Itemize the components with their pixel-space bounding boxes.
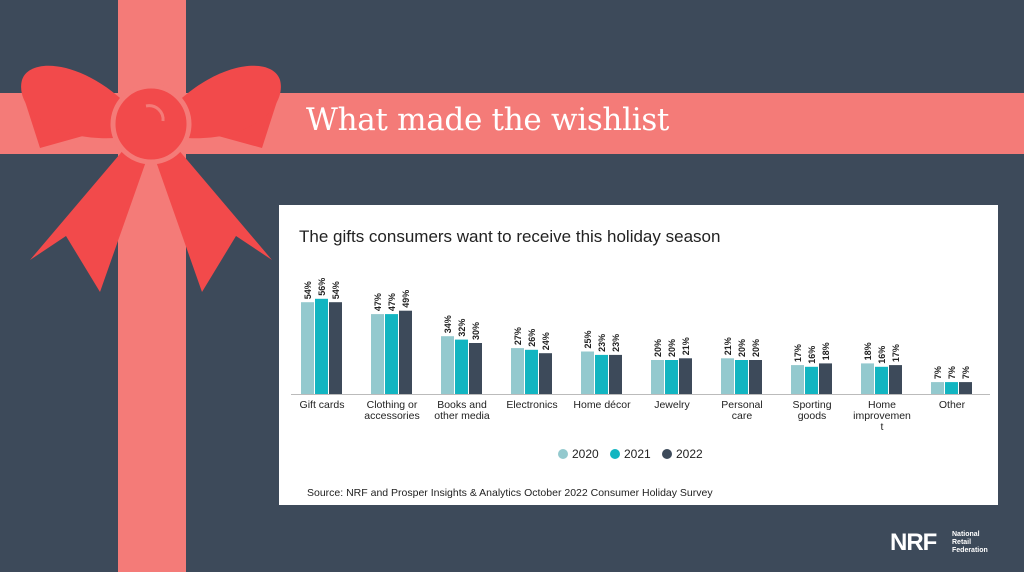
category-label: Home décor (573, 399, 631, 411)
bar-2021 (595, 354, 608, 394)
chart-card: The gifts consumers want to receive this… (279, 205, 998, 505)
bar-2021 (735, 360, 748, 394)
bar-2020 (301, 302, 314, 394)
category-label: Gift cards (300, 399, 345, 411)
bar-2022 (329, 302, 342, 394)
data-label: 23% (597, 334, 607, 352)
data-label: 32% (457, 319, 467, 337)
bar-2022 (889, 365, 902, 394)
data-label: 20% (667, 339, 677, 357)
data-label: 16% (807, 346, 817, 364)
data-label: 18% (863, 342, 873, 360)
category-label: Books and (437, 399, 487, 411)
bar-2020 (791, 365, 804, 394)
bar-2022 (819, 363, 832, 394)
category-label: improvemen (853, 410, 911, 422)
category-label: other media (434, 410, 490, 422)
bar-2021 (805, 366, 818, 394)
bar-chart: 54% 56% 54% Gift cards 47% 47% 49% Clothing ora… (291, 278, 990, 461)
logo-line: Retail (952, 539, 972, 546)
data-label: 54% (303, 281, 313, 299)
bar-2021 (315, 298, 328, 394)
bar-2020 (371, 314, 384, 394)
data-label: 30% (471, 322, 481, 340)
data-label: 34% (443, 315, 453, 333)
nrf-logo: NRF National Retail Federation (890, 530, 1000, 556)
legend-label: 2022 (676, 447, 703, 461)
bow-icon (21, 65, 281, 292)
chart-title: The gifts consumers want to receive this… (299, 227, 721, 246)
source-note: Source: NRF and Prosper Insights & Analy… (307, 487, 713, 499)
category-label: goods (798, 410, 827, 422)
data-label: 54% (331, 281, 341, 299)
bar-2022 (749, 360, 762, 394)
data-label: 47% (387, 293, 397, 311)
category-label: t (881, 421, 884, 433)
bar-2021 (455, 339, 468, 394)
data-label: 16% (877, 346, 887, 364)
logo-text: National Retail Federation (952, 531, 1002, 555)
data-label: 7% (933, 366, 943, 379)
category-label: accessories (364, 410, 419, 422)
data-label: 26% (527, 329, 537, 347)
category-label: Home (868, 399, 896, 411)
bar-2020 (651, 360, 664, 394)
bar-2022 (399, 310, 412, 394)
legend-label: 2021 (624, 447, 651, 461)
data-label: 7% (961, 366, 971, 379)
category-label: Jewelry (654, 399, 690, 411)
data-label: 47% (373, 293, 383, 311)
logo-line: National (952, 531, 980, 538)
bar-2022 (679, 358, 692, 394)
category-label: Other (939, 399, 966, 411)
data-label: 20% (653, 339, 663, 357)
bar-2021 (945, 382, 958, 394)
data-label: 21% (681, 337, 691, 355)
bar-2020 (931, 382, 944, 394)
category-label: Clothing or (367, 399, 418, 411)
data-label: 24% (541, 332, 551, 350)
data-label: 7% (947, 366, 957, 379)
data-label: 20% (737, 339, 747, 357)
data-label: 27% (513, 327, 523, 345)
bar-2020 (511, 348, 524, 394)
banner-title: What made the wishlist (306, 102, 670, 138)
data-label: 17% (793, 344, 803, 362)
legend-marker-2021 (610, 449, 620, 459)
category-label: Electronics (506, 399, 557, 411)
bar-2022 (469, 343, 482, 394)
bar-2020 (861, 363, 874, 394)
bar-2020 (441, 336, 454, 394)
data-label: 56% (317, 278, 327, 296)
data-label: 20% (751, 339, 761, 357)
bar-2022 (539, 353, 552, 394)
data-label: 25% (583, 330, 593, 348)
data-label: 23% (611, 334, 621, 352)
category-label: Sporting (792, 399, 831, 411)
category-label: Personal (721, 399, 762, 411)
legend-marker-2022 (662, 449, 672, 459)
bar-2020 (581, 351, 594, 394)
data-label: 17% (891, 344, 901, 362)
bar-2022 (609, 354, 622, 394)
legend-marker-2020 (558, 449, 568, 459)
bar-2022 (959, 382, 972, 394)
logo-mark: NRF (890, 529, 937, 556)
bar-2021 (385, 314, 398, 394)
category-label: care (732, 410, 753, 422)
logo-line: Federation (952, 547, 988, 554)
legend-label: 2020 (572, 447, 599, 461)
bar-2020 (721, 358, 734, 394)
bar-2021 (525, 349, 538, 394)
bar-2021 (875, 366, 888, 394)
data-label: 49% (401, 290, 411, 308)
data-label: 18% (821, 342, 831, 360)
bar-2021 (665, 360, 678, 394)
data-label: 21% (723, 337, 733, 355)
